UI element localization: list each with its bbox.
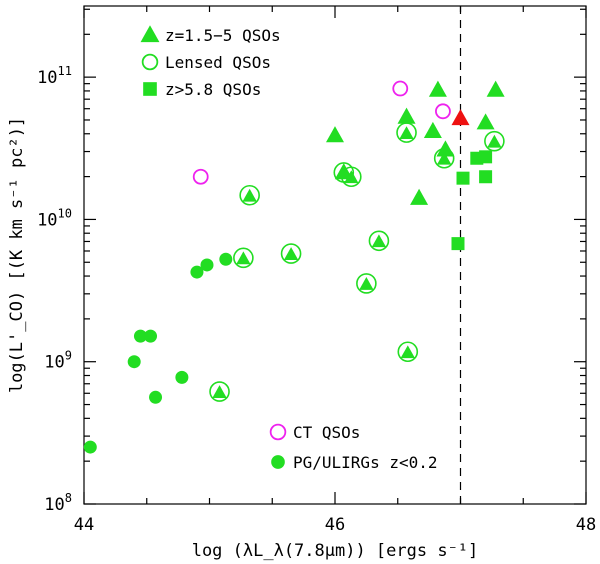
y-tick-exponent: 9 <box>65 349 72 363</box>
legend-marker <box>269 423 287 441</box>
lensed-circle <box>433 147 455 169</box>
lensed-triangle <box>436 151 452 165</box>
series-z-5-8-qsos <box>451 150 493 251</box>
legend-marker <box>143 82 157 96</box>
data-point <box>280 243 302 264</box>
legend-label: z>5.8 QSOs <box>165 80 261 99</box>
lensed-circle <box>209 381 230 402</box>
data-point <box>192 168 209 185</box>
data-point <box>219 252 233 266</box>
data-point <box>149 390 163 404</box>
data-point <box>341 166 362 188</box>
data-point <box>326 126 344 143</box>
x-tick-label: 44 <box>74 515 94 535</box>
lensed-circle <box>484 130 505 152</box>
data-point <box>486 80 505 97</box>
legend-marker <box>141 53 159 71</box>
lensed-circle <box>280 243 302 264</box>
x-axis-label: log (λL_λ(7.8μm)) [ergs s⁻¹] <box>192 541 479 561</box>
data-point <box>479 170 493 184</box>
lensed-triangle <box>344 170 359 184</box>
lensed-circle <box>239 184 260 206</box>
lensed-triangle <box>487 134 502 148</box>
x-tick-label: 46 <box>325 515 345 535</box>
data-point <box>451 237 465 251</box>
lensed-triangle <box>236 251 251 265</box>
data-point <box>451 109 470 126</box>
data-point <box>83 440 97 454</box>
data-point <box>356 273 377 294</box>
series-pg-ulirgs-z-0-2 <box>83 252 233 454</box>
data-point <box>479 150 493 164</box>
series-lensed-qsos <box>209 122 505 402</box>
lensed-circle <box>396 122 417 143</box>
y-tick-exponent: 11 <box>58 64 72 78</box>
y-tick-base: 10 <box>44 353 64 373</box>
data-point <box>133 329 147 343</box>
legend-label: PG/ULIRGs z<0.2 <box>293 453 438 472</box>
lensed-triangle <box>400 345 415 359</box>
data-point <box>175 370 189 384</box>
data-point <box>209 381 230 402</box>
data-point <box>410 188 429 205</box>
axis-ticks <box>83 6 587 505</box>
y-tick-base: 10 <box>44 495 64 515</box>
data-point <box>397 341 419 363</box>
data-point <box>423 121 442 138</box>
lensed-circle <box>341 166 362 188</box>
y-tick-label: 108 <box>44 491 72 515</box>
data-point <box>200 258 214 272</box>
lensed-circle <box>397 341 419 363</box>
data-point <box>127 355 141 369</box>
data-point <box>456 171 470 185</box>
data-point <box>233 247 254 269</box>
lensed-triangle <box>242 188 257 202</box>
lensed-triangle <box>336 166 351 179</box>
lensed-triangle <box>283 247 299 260</box>
data-point <box>433 147 455 169</box>
y-tick-label: 1010 <box>37 206 72 230</box>
y-tick-label: 109 <box>44 349 72 373</box>
lensed-triangle <box>359 277 374 290</box>
y-tick-base: 10 <box>37 210 57 230</box>
data-point <box>190 265 204 279</box>
data-point <box>392 80 409 97</box>
lensed-circle <box>233 247 254 269</box>
data-point <box>239 184 260 206</box>
series-ct-qsos <box>192 80 451 185</box>
data-point <box>484 130 505 152</box>
legend-bottom: CT QSOs PG/ULIRGs z<0.2 <box>269 423 438 472</box>
x-tick-label: 48 <box>576 515 596 535</box>
lensed-circle <box>356 273 377 294</box>
legend-top: z=1.5−5 QSOs Lensed QSOs z>5.8 QSOs <box>140 25 281 99</box>
y-tick-exponent: 8 <box>65 491 72 505</box>
legend-label: z=1.5−5 QSOs <box>165 26 281 45</box>
data-points <box>83 80 505 454</box>
data-point <box>435 103 451 120</box>
legend-label: Lensed QSOs <box>165 53 271 72</box>
lensed-triangle <box>212 385 227 398</box>
lensed-triangle <box>399 126 414 140</box>
data-point <box>396 122 417 143</box>
legend-marker <box>271 455 285 469</box>
legend-marker <box>140 25 160 43</box>
data-point <box>428 80 447 97</box>
data-point <box>476 113 495 130</box>
lensed-circle <box>368 230 390 252</box>
lensed-triangle <box>371 234 387 248</box>
legend-label: CT QSOs <box>293 423 360 442</box>
data-point <box>144 329 158 343</box>
data-point <box>397 107 416 124</box>
series-highlighted <box>451 109 470 126</box>
y-tick-base: 10 <box>37 68 57 88</box>
y-tick-exponent: 10 <box>58 206 72 220</box>
y-axis-label: log(L'_CO) [(K km s⁻¹ pc²)] <box>7 117 27 393</box>
y-tick-label: 1011 <box>37 64 72 88</box>
data-point <box>368 230 390 252</box>
